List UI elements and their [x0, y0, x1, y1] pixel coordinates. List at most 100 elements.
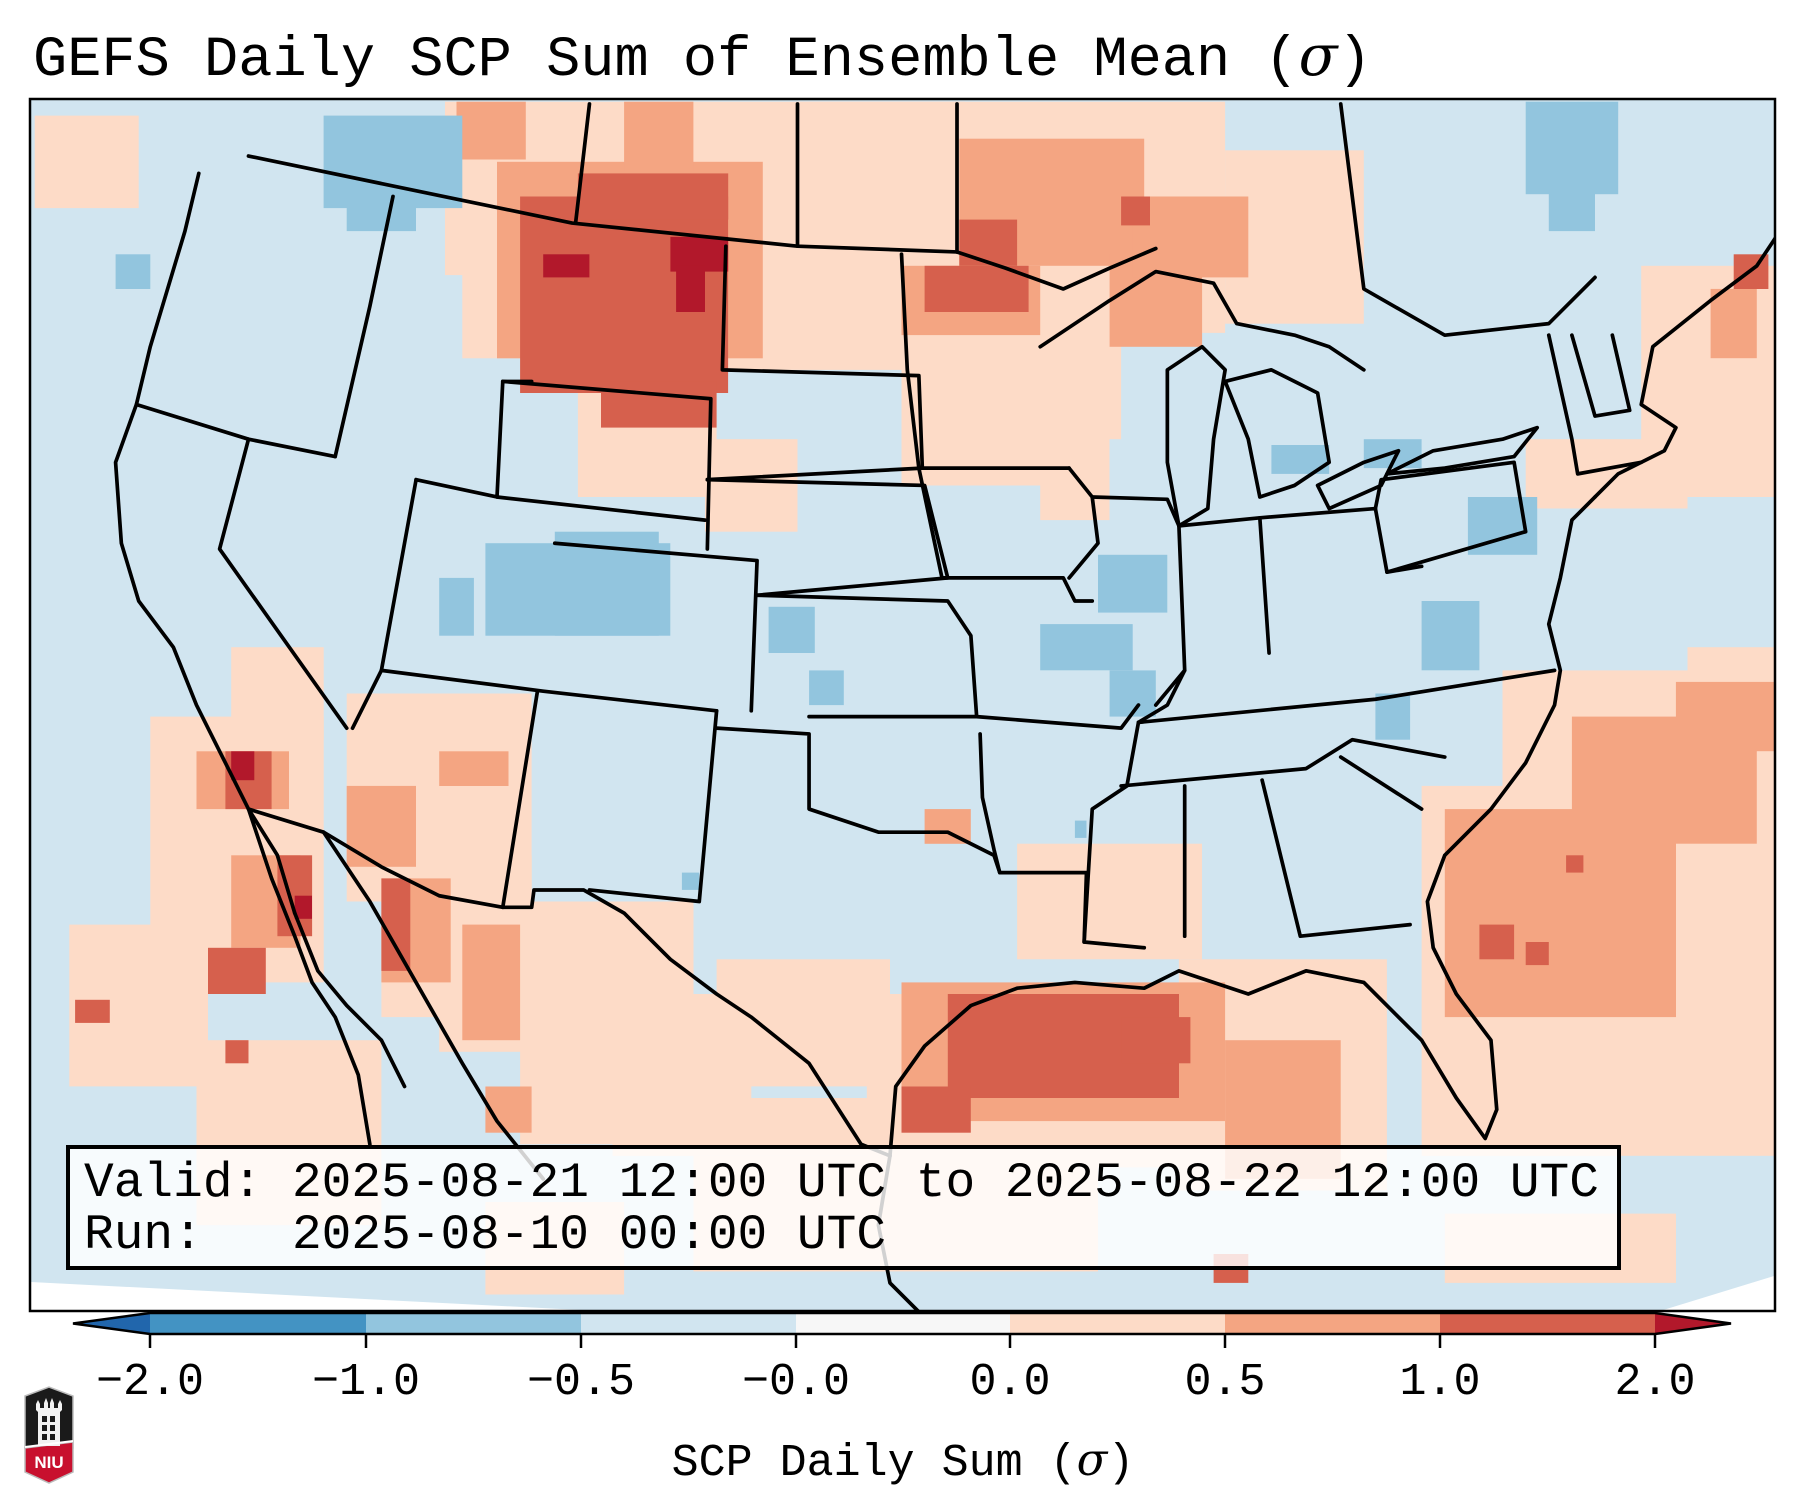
colorbar-tick-label: −1.0 — [311, 1357, 421, 1408]
boundary-line — [246, 807, 892, 1158]
valid-run-info-box: Valid: 2025-08-21 12:00 UTC to 2025-08-2… — [66, 1145, 1621, 1270]
anomaly-cell — [768, 606, 815, 653]
boundary-line — [1067, 466, 1100, 580]
valid-line: Valid: 2025-08-21 12:00 UTC to 2025-08-2… — [84, 1157, 1599, 1209]
colorbar-extend-low — [73, 1313, 150, 1334]
colorbar-bin — [1010, 1313, 1225, 1334]
projection-edge-left — [31, 1282, 581, 1310]
anomaly-cell — [115, 254, 151, 289]
colorbar-label: SCP Daily Sum (σ) — [672, 1432, 1135, 1492]
anomaly-cell — [1109, 670, 1156, 717]
boundary-line — [1136, 668, 1557, 725]
boundary-line — [1546, 333, 1644, 476]
anomaly-cell — [1040, 346, 1110, 521]
boundary-line — [500, 689, 540, 910]
anomaly-cell — [462, 924, 521, 1041]
boundary-line — [1593, 236, 1774, 499]
anomaly-cell — [1040, 624, 1133, 671]
anomaly-cell — [75, 999, 110, 1023]
anomaly-cell — [346, 184, 416, 232]
anomaly-cell — [346, 785, 416, 867]
anomaly-cell — [231, 647, 324, 740]
boundary-line — [1338, 755, 1424, 811]
run-value: 2025-08-10 00:00 UTC — [291, 1207, 887, 1263]
colorbar-label-close: ) — [1107, 1438, 1135, 1489]
boundary-line — [1385, 425, 1540, 476]
anomaly-cell — [601, 381, 717, 428]
anomaly-cell — [294, 895, 312, 919]
anomaly-cell — [439, 751, 509, 786]
anomaly-cell — [485, 1086, 532, 1133]
anomaly-cell — [1121, 196, 1150, 226]
logo-text: NIU — [34, 1453, 63, 1472]
map-frame — [28, 97, 1777, 1313]
colorbar-label-sigma: σ — [1076, 1433, 1108, 1486]
boundary-line — [1223, 368, 1332, 499]
anomaly-cell — [1444, 809, 1676, 1018]
niu-logo: NIU — [24, 1386, 74, 1484]
boundary-line — [888, 495, 1597, 1158]
colorbar-tick-label: 1.0 — [1399, 1357, 1481, 1408]
valid-value: 2025-08-21 12:00 UTC to 2025-08-22 12:00… — [291, 1155, 1599, 1211]
run-line: Run: 2025-08-10 00:00 UTC — [84, 1209, 886, 1261]
anomaly-cell — [1525, 942, 1549, 966]
map-panel — [31, 100, 1774, 1310]
boundary-line — [755, 593, 979, 719]
anomaly-cell — [681, 872, 700, 890]
boundary-line — [333, 194, 395, 459]
boundary-line — [500, 379, 713, 551]
logo-windows — [42, 1416, 55, 1440]
anomaly-cell — [624, 101, 694, 171]
anomaly-cell — [1548, 161, 1595, 232]
anomaly-cell — [1566, 855, 1584, 873]
colorbar-bin — [150, 1313, 366, 1334]
boundary-line — [899, 252, 1071, 470]
state-boundaries — [113, 102, 1774, 1310]
boundary-line — [1338, 102, 1597, 338]
anomaly-cell — [225, 1040, 249, 1064]
anomaly-cell — [676, 265, 705, 312]
chart-title: GEFS Daily SCP Sum of Ensemble Mean (σ) — [33, 22, 1372, 95]
boundary-line — [217, 437, 349, 731]
boundary-line — [292, 911, 407, 1089]
anomaly-cell — [797, 101, 960, 252]
boundary-line — [1165, 344, 1227, 528]
boundary-line — [1570, 333, 1632, 418]
anomaly-cell — [716, 959, 890, 1087]
anomaly-cell — [959, 219, 1018, 266]
boundary-line — [1257, 506, 1424, 574]
anomaly-cell — [809, 670, 844, 706]
anomaly-cell — [1132, 196, 1249, 278]
boundary-line — [321, 830, 546, 1181]
colorbar-bin — [796, 1313, 1010, 1334]
logo-divider — [24, 1440, 74, 1448]
anomaly-cell — [1017, 843, 1202, 960]
boundary-line — [974, 703, 1141, 731]
boundary-line — [379, 668, 719, 713]
colorbar-tick-label: −0.0 — [741, 1357, 851, 1408]
colorbar-bin — [1225, 1313, 1440, 1334]
chart-title-text: GEFS Daily SCP Sum of Ensemble Mean ( — [33, 29, 1299, 93]
boundary-line — [246, 154, 1158, 291]
anomaly-cell — [456, 101, 526, 160]
colorbar-label-text: SCP Daily Sum ( — [671, 1438, 1077, 1489]
colorbar-tick-label: −0.5 — [526, 1357, 636, 1408]
anomaly-cell — [1421, 601, 1480, 671]
anomaly-cell — [924, 265, 1029, 312]
chart-title-close: ) — [1337, 29, 1372, 93]
boundary-line — [705, 477, 950, 598]
colorbar-bin — [581, 1313, 796, 1334]
boundary-line — [573, 102, 592, 225]
run-label: Run: — [84, 1207, 203, 1263]
anomaly-cell — [1098, 554, 1168, 613]
chart-title-sigma: σ — [1298, 23, 1338, 89]
anomaly-cell — [1074, 820, 1087, 838]
projection-edge-right — [1663, 1276, 1774, 1310]
boundary-line — [1373, 460, 1528, 574]
colorbar-tick-label: 0.5 — [1184, 1357, 1266, 1408]
colorbar-tick-label: −2.0 — [95, 1357, 205, 1408]
boundary-line — [495, 495, 707, 522]
anomaly-cell — [381, 878, 411, 971]
anomaly-cell — [1121, 1017, 1191, 1064]
boundary-line — [587, 708, 719, 904]
